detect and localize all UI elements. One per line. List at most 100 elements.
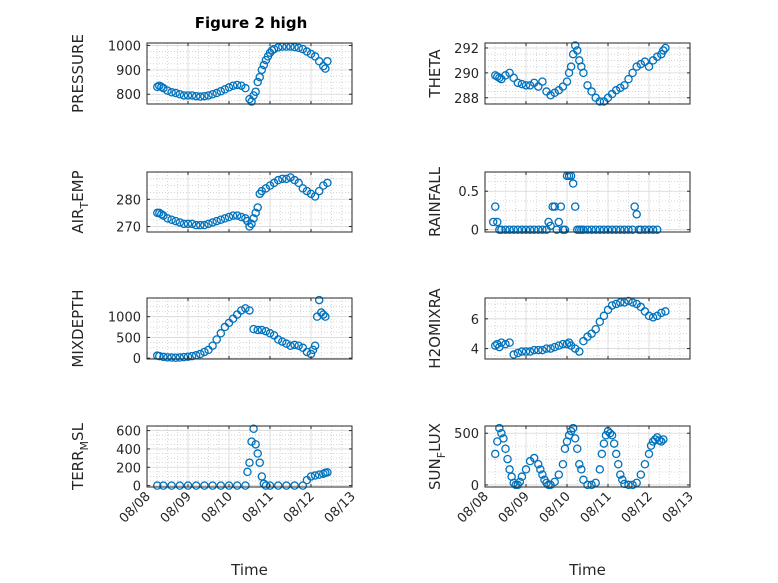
data-point [587,87,596,96]
data-point [534,82,543,91]
data-point [583,480,592,490]
y-axis-label-main: AIR [69,209,87,234]
data-point [652,225,662,234]
figure-title: Figure 2 high [195,14,308,32]
data-point [542,344,551,353]
data-point [259,60,269,70]
data-point [640,57,650,66]
data-point [163,214,172,223]
data-point [534,460,543,469]
data-point [200,481,209,490]
data-point [152,481,162,490]
data-point [167,215,176,224]
data-point [558,82,568,91]
data-point [212,88,221,98]
data-point [224,481,234,490]
axes-box [146,297,353,360]
x-axis-label: Time [568,561,606,579]
data-point [583,225,592,234]
y-axis-label: RAINFALL [426,166,444,237]
data-point [310,52,320,61]
axes-box [146,42,353,105]
data-point [644,449,654,459]
data-point [159,481,168,490]
data-point [509,73,518,83]
data-point [529,453,539,463]
data-point [278,174,287,184]
data-point [251,87,260,97]
data-point [618,475,627,485]
data-point [183,352,193,361]
data-point [208,89,217,99]
data-point [187,219,197,229]
data-point [595,465,605,474]
data-point [599,439,609,448]
data-point [636,225,646,234]
data-point [204,91,213,100]
y-tick-label: 0 [471,224,479,239]
data-point [488,217,498,227]
data-point [232,481,242,490]
axes-2: 270 280 AIRTEMP [69,170,353,236]
data-point [513,225,523,234]
x-axis-label: Time [230,561,268,579]
data-point [601,431,611,440]
y-axis-label-rest: EMP [69,170,87,201]
data-point [220,85,230,94]
data-point [159,83,168,93]
data-point [624,225,633,234]
data-point [591,324,600,334]
data-point [323,178,332,188]
data-point [286,341,295,350]
data-point [595,97,605,106]
y-tick-label: 290 [454,67,479,82]
data-point [620,81,629,90]
data-point [538,77,547,86]
data-point [595,317,605,327]
data-point [616,298,625,307]
data-point [163,86,172,95]
data-point [648,313,658,322]
data-point [200,347,209,357]
data-point [493,217,502,227]
axes-6: 0 0.5 RAINFALL [426,166,691,239]
data-point [251,440,260,449]
data-point [314,186,324,196]
data-point [570,202,580,211]
data-point [255,458,264,467]
axes-5: 288 290 292 THETA [426,41,691,107]
data-point [497,338,506,347]
data-point [273,335,283,344]
y-tick-label: 900 [116,64,141,79]
data-point [550,342,559,352]
data-point [636,470,646,479]
axes-box [484,42,691,105]
data-point [171,216,180,226]
data-point [282,174,291,184]
data-point [171,353,180,363]
data-point [243,467,252,477]
data-point [661,307,670,316]
data-point [175,89,185,99]
data-point [232,211,242,220]
data-point [265,481,275,490]
y-axis-label-rest: LUX [426,423,444,452]
data-point [611,225,621,234]
data-point [495,423,504,433]
y-tick-label: 500 [116,331,141,346]
data-point [609,439,619,448]
data-point [657,308,666,318]
data-point [501,444,510,453]
data-point [554,341,564,350]
data-point [159,352,168,362]
data-point [237,212,246,222]
data-point [261,326,271,336]
y-tick-label: 600 [116,425,141,440]
y-axis-label-subscript: F [435,452,448,458]
data-point [290,481,299,490]
data-point [191,220,201,230]
data-point [558,460,568,469]
axes-box [146,425,353,488]
data-point [624,74,633,84]
